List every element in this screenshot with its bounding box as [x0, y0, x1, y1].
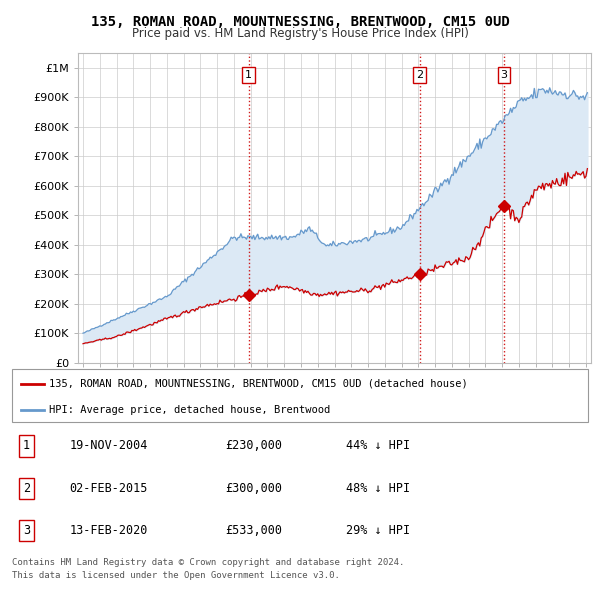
Text: 135, ROMAN ROAD, MOUNTNESSING, BRENTWOOD, CM15 0UD (detached house): 135, ROMAN ROAD, MOUNTNESSING, BRENTWOOD… — [49, 379, 468, 389]
Text: 29% ↓ HPI: 29% ↓ HPI — [346, 524, 410, 537]
Text: 13-FEB-2020: 13-FEB-2020 — [70, 524, 148, 537]
Text: This data is licensed under the Open Government Licence v3.0.: This data is licensed under the Open Gov… — [12, 571, 340, 580]
Text: £300,000: £300,000 — [225, 481, 282, 495]
Text: 19-NOV-2004: 19-NOV-2004 — [70, 440, 148, 453]
Text: 48% ↓ HPI: 48% ↓ HPI — [346, 481, 410, 495]
Text: £230,000: £230,000 — [225, 440, 282, 453]
Text: 1: 1 — [245, 70, 252, 80]
Text: Contains HM Land Registry data © Crown copyright and database right 2024.: Contains HM Land Registry data © Crown c… — [12, 558, 404, 566]
Text: 1: 1 — [23, 440, 30, 453]
Text: 2: 2 — [416, 70, 423, 80]
Text: 02-FEB-2015: 02-FEB-2015 — [70, 481, 148, 495]
Text: 3: 3 — [23, 524, 30, 537]
Text: 2: 2 — [23, 481, 30, 495]
Text: 44% ↓ HPI: 44% ↓ HPI — [346, 440, 410, 453]
Text: Price paid vs. HM Land Registry's House Price Index (HPI): Price paid vs. HM Land Registry's House … — [131, 27, 469, 40]
Text: 135, ROMAN ROAD, MOUNTNESSING, BRENTWOOD, CM15 0UD: 135, ROMAN ROAD, MOUNTNESSING, BRENTWOOD… — [91, 15, 509, 29]
Text: HPI: Average price, detached house, Brentwood: HPI: Average price, detached house, Bren… — [49, 405, 331, 415]
Text: 3: 3 — [500, 70, 508, 80]
Text: £533,000: £533,000 — [225, 524, 282, 537]
